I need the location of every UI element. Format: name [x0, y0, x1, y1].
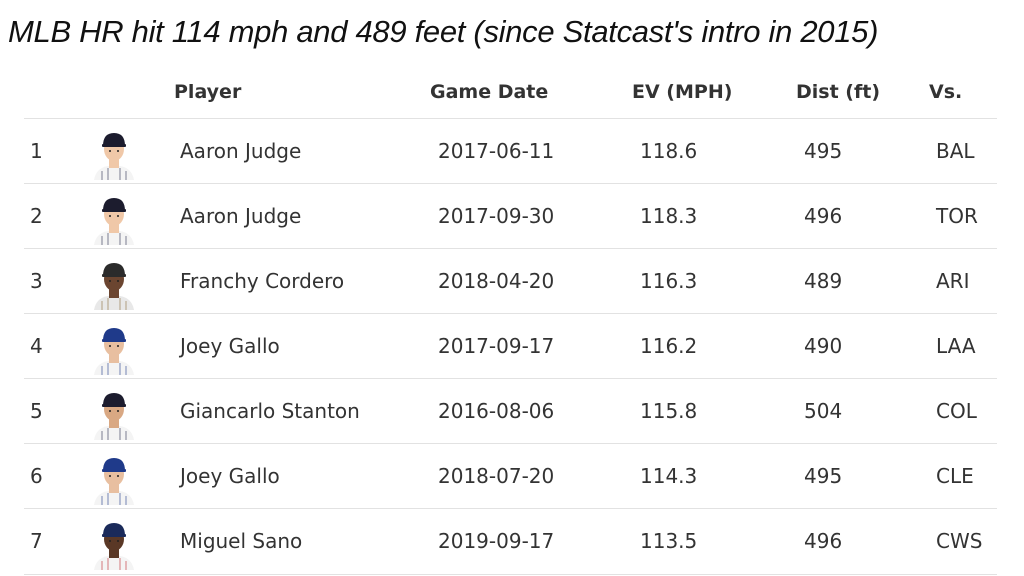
player-avatar: [94, 523, 134, 570]
distance-cell: 495: [804, 139, 843, 163]
player-avatar: [94, 393, 134, 440]
table-row[interactable]: 1 Aaron Judge 2017-06-11 118.6 495 BAL: [24, 118, 997, 184]
header-opponent[interactable]: Vs.: [929, 81, 963, 103]
rank-cell: 6: [30, 464, 43, 488]
game-date-cell: 2016-08-06: [438, 399, 555, 423]
opponent-cell: ARI: [936, 269, 970, 293]
exit-velocity-cell: 116.3: [640, 269, 698, 293]
game-date-cell: 2017-09-17: [438, 334, 555, 358]
rank-cell: 1: [30, 139, 43, 163]
distance-cell: 496: [804, 529, 843, 553]
rank-cell: 2: [30, 204, 43, 228]
player-name[interactable]: Giancarlo Stanton: [180, 399, 360, 423]
page-title: MLB HR hit 114 mph and 489 feet (since S…: [8, 14, 879, 49]
player-name[interactable]: Joey Gallo: [180, 334, 280, 358]
exit-velocity-cell: 118.3: [640, 204, 698, 228]
opponent-cell: COL: [936, 399, 977, 423]
table-header: Player Game Date EV (MPH) Dist (ft) Vs.: [0, 74, 1024, 110]
table-row[interactable]: 6 Joey Gallo 2018-07-20 114.3 495 CLE: [24, 443, 997, 509]
game-date-cell: 2018-04-20: [438, 269, 555, 293]
distance-cell: 495: [804, 464, 843, 488]
game-date-cell: 2017-06-11: [438, 139, 555, 163]
header-distance[interactable]: Dist (ft): [796, 81, 881, 103]
table-row[interactable]: 4 Joey Gallo 2017-09-17 116.2 490 LAA: [24, 313, 997, 379]
table-row[interactable]: 2 Aaron Judge 2017-09-30 118.3 496 TOR: [24, 183, 997, 249]
opponent-cell: BAL: [936, 139, 975, 163]
opponent-cell: TOR: [936, 204, 978, 228]
opponent-cell: CWS: [936, 529, 983, 553]
player-avatar: [94, 133, 134, 180]
distance-cell: 504: [804, 399, 843, 423]
exit-velocity-cell: 113.5: [640, 529, 698, 553]
player-avatar: [94, 263, 134, 310]
distance-cell: 496: [804, 204, 843, 228]
player-name[interactable]: Aaron Judge: [180, 139, 302, 163]
distance-cell: 489: [804, 269, 843, 293]
rank-cell: 4: [30, 334, 43, 358]
player-name[interactable]: Miguel Sano: [180, 529, 303, 553]
game-date-cell: 2018-07-20: [438, 464, 555, 488]
exit-velocity-cell: 115.8: [640, 399, 698, 423]
rank-cell: 7: [30, 529, 43, 553]
player-avatar: [94, 458, 134, 505]
exit-velocity-cell: 118.6: [640, 139, 698, 163]
header-player[interactable]: Player: [174, 81, 242, 103]
rank-cell: 5: [30, 399, 43, 423]
table-row[interactable]: 7 Miguel Sano 2019-09-17 113.5 496 CWS: [24, 508, 997, 575]
table-row[interactable]: 5 Giancarlo Stanton 2016-08-06 115.8 504 COL: [24, 378, 997, 444]
exit-velocity-cell: 116.2: [640, 334, 698, 358]
opponent-cell: LAA: [936, 334, 976, 358]
player-avatar: [94, 328, 134, 375]
table-row[interactable]: 3 Franchy Cordero 2018-04-20 116.3 489 ARI: [24, 248, 997, 314]
rank-cell: 3: [30, 269, 43, 293]
header-game-date[interactable]: Game Date: [430, 81, 549, 103]
distance-cell: 490: [804, 334, 843, 358]
player-name[interactable]: Aaron Judge: [180, 204, 302, 228]
header-exit-velocity[interactable]: EV (MPH): [632, 81, 733, 103]
opponent-cell: CLE: [936, 464, 974, 488]
game-date-cell: 2017-09-30: [438, 204, 555, 228]
player-name[interactable]: Franchy Cordero: [180, 269, 345, 293]
player-name[interactable]: Joey Gallo: [180, 464, 280, 488]
player-avatar: [94, 198, 134, 245]
exit-velocity-cell: 114.3: [640, 464, 698, 488]
game-date-cell: 2019-09-17: [438, 529, 555, 553]
